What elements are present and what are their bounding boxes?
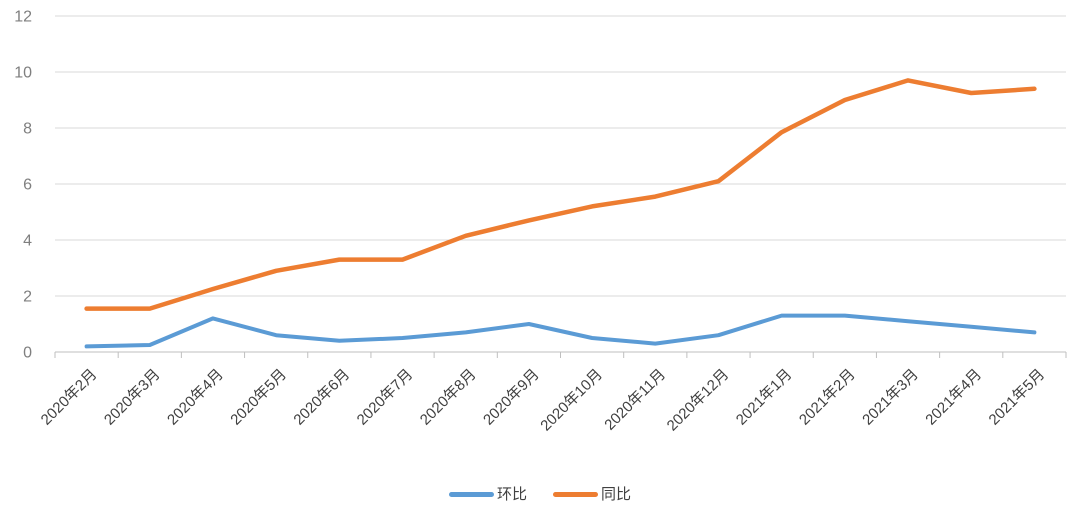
x-axis-label: 2021年4月 [922, 366, 985, 429]
y-axis-label: 12 [14, 9, 32, 26]
x-axis-label: 2021年5月 [986, 366, 1049, 429]
y-axis-label: 8 [23, 121, 32, 138]
x-axis-label: 2020年6月 [290, 366, 353, 429]
x-axis-label: 2020年10月 [537, 366, 606, 435]
series-line-同比 [84, 78, 1037, 311]
legend-swatch-tongbi [553, 491, 598, 497]
y-axis-label: 2 [23, 289, 32, 306]
legend: 环比 同比 [0, 479, 1080, 509]
legend-label-huanbi: 环比 [496, 485, 527, 503]
x-axis-label: 2020年9月 [480, 366, 543, 429]
x-axis-label: 2020年4月 [164, 366, 227, 429]
x-axis-label: 2021年1月 [733, 366, 796, 429]
x-axis-label: 2020年2月 [38, 366, 101, 429]
series-line-环比 [84, 313, 1037, 349]
x-axis-label: 2020年3月 [101, 366, 164, 429]
y-axis-label: 10 [14, 65, 32, 82]
x-axis-label: 2020年7月 [354, 366, 417, 429]
legend-label-tongbi: 同比 [601, 485, 632, 503]
x-axis-label: 2021年2月 [796, 366, 859, 429]
x-axis-label: 2020年5月 [227, 366, 290, 429]
x-axis-label: 2020年12月 [664, 366, 733, 435]
y-axis-label: 0 [23, 345, 32, 362]
x-axis-label: 2021年3月 [859, 366, 922, 429]
x-axis-label: 2020年8月 [417, 366, 480, 429]
y-axis-label: 4 [23, 233, 32, 250]
legend-item-tongbi[interactable]: 同比 [553, 487, 631, 502]
x-axis-label: 2020年11月 [601, 366, 669, 434]
legend-swatch-huanbi [448, 491, 494, 497]
legend-item-huanbi[interactable]: 环比 [448, 485, 527, 503]
y-axis-label: 6 [23, 177, 32, 194]
